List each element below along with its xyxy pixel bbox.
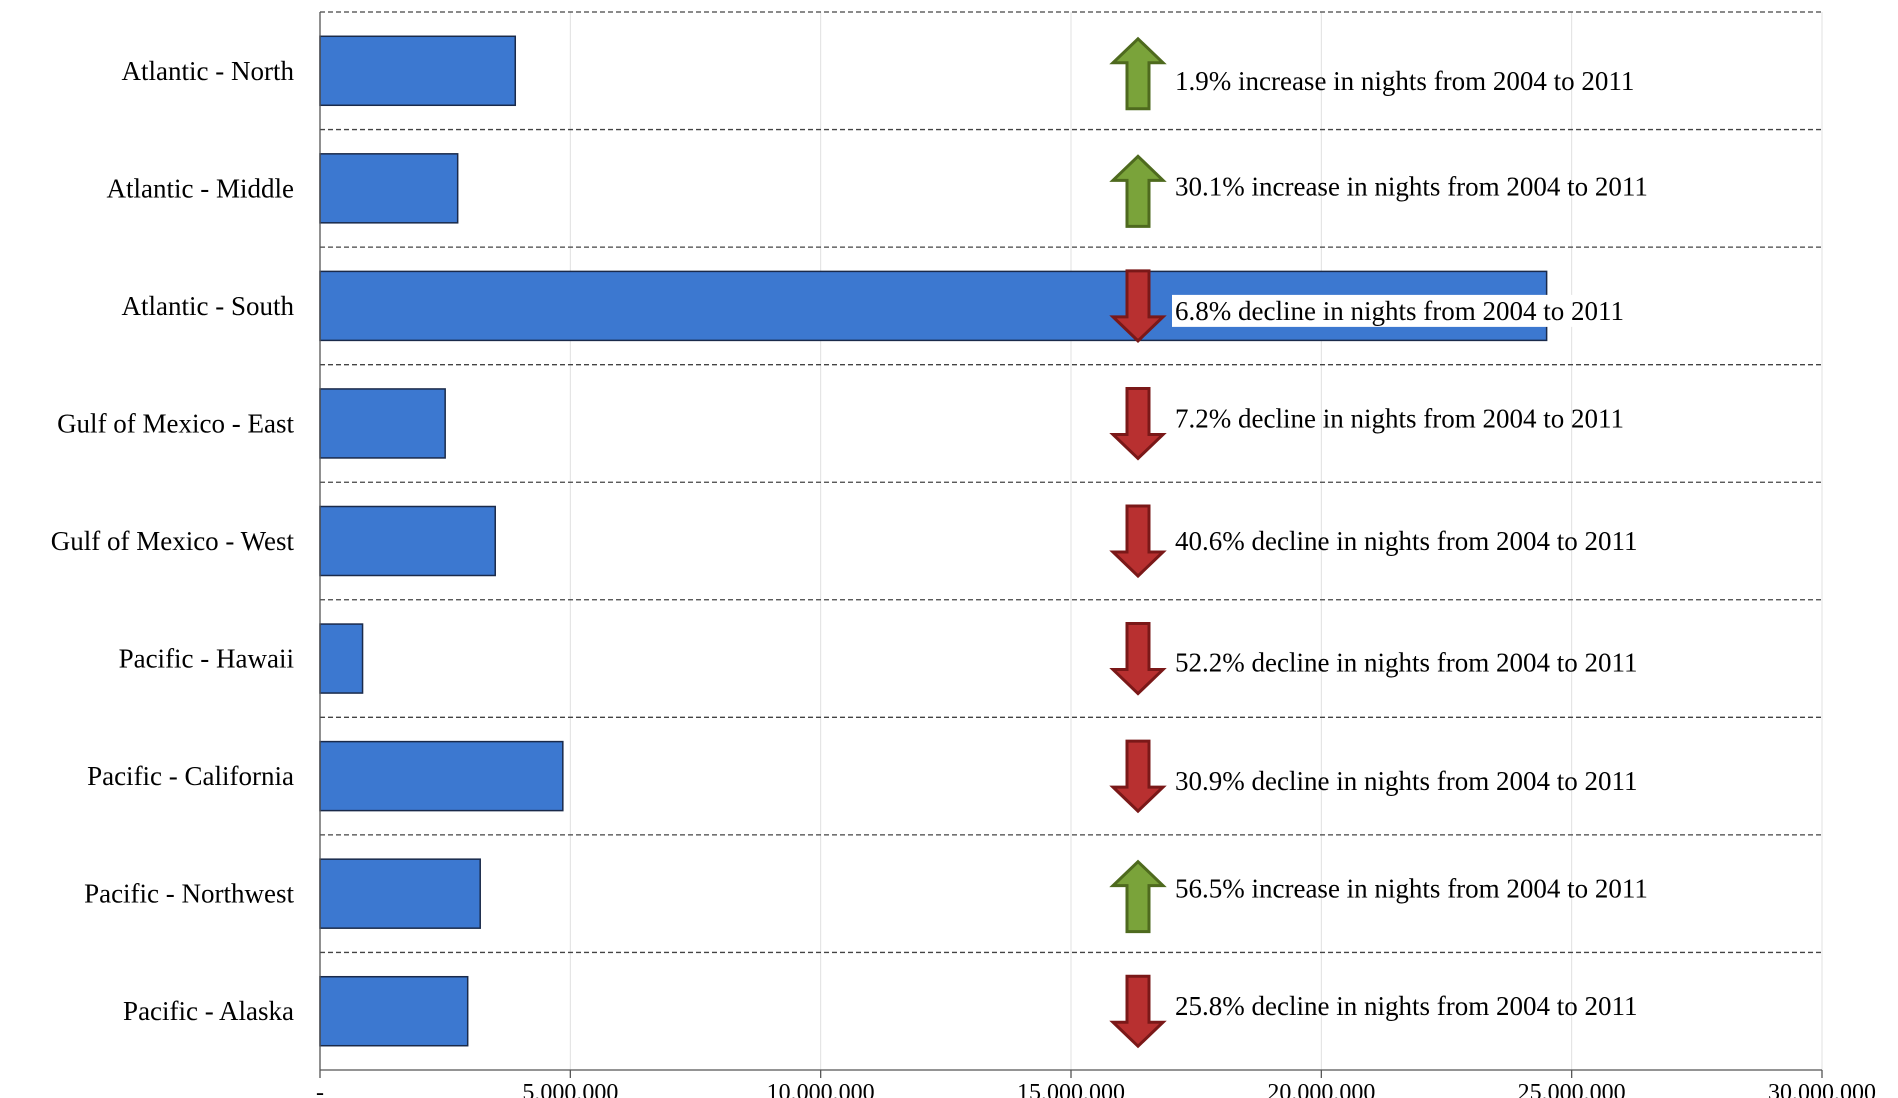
category-label: Atlantic - Middle (107, 173, 294, 203)
bar (319, 740, 564, 812)
annotation-text: 25.8% decline in nights from 2004 to 201… (1175, 991, 1637, 1021)
bar (319, 505, 496, 577)
down-arrow-icon (1109, 622, 1167, 696)
x-tick-label: 10,000,000 (767, 1080, 875, 1098)
down-arrow-icon (1109, 504, 1167, 579)
category-label: Pacific - California (87, 761, 294, 791)
annotation-text: 40.6% decline in nights from 2004 to 201… (1175, 526, 1637, 556)
annotation-text: 30.1% increase in nights from 2004 to 20… (1175, 171, 1648, 201)
down-arrow-icon (1109, 269, 1167, 343)
down-arrow-icon (1109, 974, 1167, 1049)
x-tick-label: 25,000,000 (1518, 1080, 1626, 1098)
annotation-text: 56.5% increase in nights from 2004 to 20… (1175, 874, 1648, 904)
down-arrow-icon (1109, 739, 1167, 814)
category-label: Pacific - Alaska (123, 996, 294, 1026)
x-axis: - 5,000,000 10,000,000 15,000,000 20,000,000… (316, 12, 1876, 1098)
annotation-text: 52.2% decline in nights from 2004 to 201… (1175, 648, 1637, 678)
category-label: Gulf of Mexico - West (51, 526, 295, 556)
bar (319, 388, 446, 459)
x-tick-label: 15,000,000 (1017, 1080, 1125, 1098)
category-label: Atlantic - North (122, 56, 295, 86)
annotation-text: 6.8% decline in nights from 2004 to 2011 (1175, 296, 1624, 326)
bar (319, 35, 517, 107)
annotation-text: 30.9% decline in nights from 2004 to 201… (1175, 766, 1637, 796)
up-arrow-icon (1109, 859, 1167, 934)
x-tick-label: 20,000,000 (1267, 1080, 1375, 1098)
row-dividers (320, 11, 1822, 954)
annotation-text: 7.2% decline in nights from 2004 to 2011 (1175, 403, 1624, 433)
category-label: Atlantic - South (122, 291, 295, 321)
x-tick-label: - (316, 1080, 324, 1098)
annotation-background (1172, 294, 1687, 327)
category-label: Pacific - Northwest (84, 879, 294, 909)
category-label: Pacific - Hawaii (119, 644, 294, 674)
up-arrow-icon (1109, 36, 1167, 111)
down-arrow-icon (1109, 386, 1167, 461)
bar (319, 975, 469, 1047)
annotation-text: 1.9% increase in nights from 2004 to 201… (1175, 66, 1634, 96)
bar (319, 858, 481, 929)
vertical-gridlines (569, 12, 1823, 1070)
x-tick-label: 30,000,000 (1768, 1080, 1876, 1098)
bar (319, 623, 364, 694)
up-arrow-icon (1109, 154, 1167, 228)
x-tick-label: 5,000,000 (522, 1080, 618, 1098)
category-label: Gulf of Mexico - East (57, 408, 294, 438)
bar (319, 153, 459, 224)
trend-arrows (1109, 36, 1167, 1049)
annotations: 1.9% increase in nights from 2004 to 201… (1172, 66, 1687, 1021)
category-labels: Atlantic - North Atlantic - Middle Atlanti… (51, 56, 295, 1026)
